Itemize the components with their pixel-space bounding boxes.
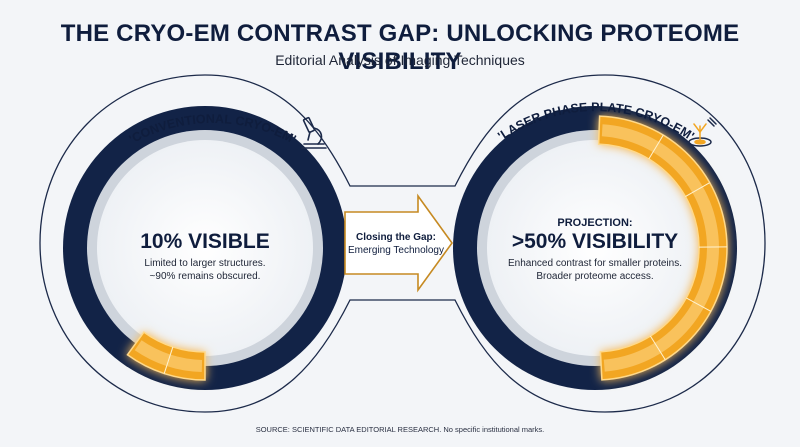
right-visible-arc-divider xyxy=(648,134,664,160)
left-visible-arc-divider xyxy=(163,346,174,374)
source-note: SOURCE: SCIENTIFIC DATA EDITORIAL RESEAR… xyxy=(255,425,545,434)
laser-plate-icon xyxy=(688,117,717,147)
left-ring xyxy=(63,106,347,390)
right-visible-arc-divider xyxy=(686,297,712,312)
page-title: THE CRYO-EM CONTRAST GAP: UNLOCKING PROT… xyxy=(60,20,740,75)
microscope-icon xyxy=(301,116,327,149)
connector-arrow xyxy=(344,193,453,293)
left-line-2: ~90% remains obscured. xyxy=(150,271,261,282)
left-headline: 10% VISIBLE xyxy=(140,230,270,253)
right-kicker: PROJECTION: xyxy=(557,217,632,229)
right-visible-arc-divider xyxy=(649,335,666,361)
right-visible-arc-highlight xyxy=(601,124,719,372)
panel-outline xyxy=(39,74,766,413)
right-line-2: Broader proteome access. xyxy=(536,271,653,282)
left-visible-segment xyxy=(126,331,206,381)
left-line-1: Limited to larger structures. xyxy=(144,258,265,269)
connector-line-2: Emerging Technology xyxy=(348,245,444,256)
right-visible-segment xyxy=(597,115,728,381)
page-subtitle: Editorial Analysis of Imaging Techniques xyxy=(275,52,525,68)
right-ring xyxy=(453,106,737,390)
right-visible-arc-divider xyxy=(685,182,710,197)
right-headline: >50% VISIBILITY xyxy=(512,230,678,253)
right-ring-center xyxy=(487,140,703,356)
left-visible-arc-highlight xyxy=(134,340,203,372)
left-ring-center xyxy=(97,140,313,356)
connector-line-1: Closing the Gap: xyxy=(356,232,436,243)
right-line-1: Enhanced contrast for smaller proteins. xyxy=(508,258,682,269)
